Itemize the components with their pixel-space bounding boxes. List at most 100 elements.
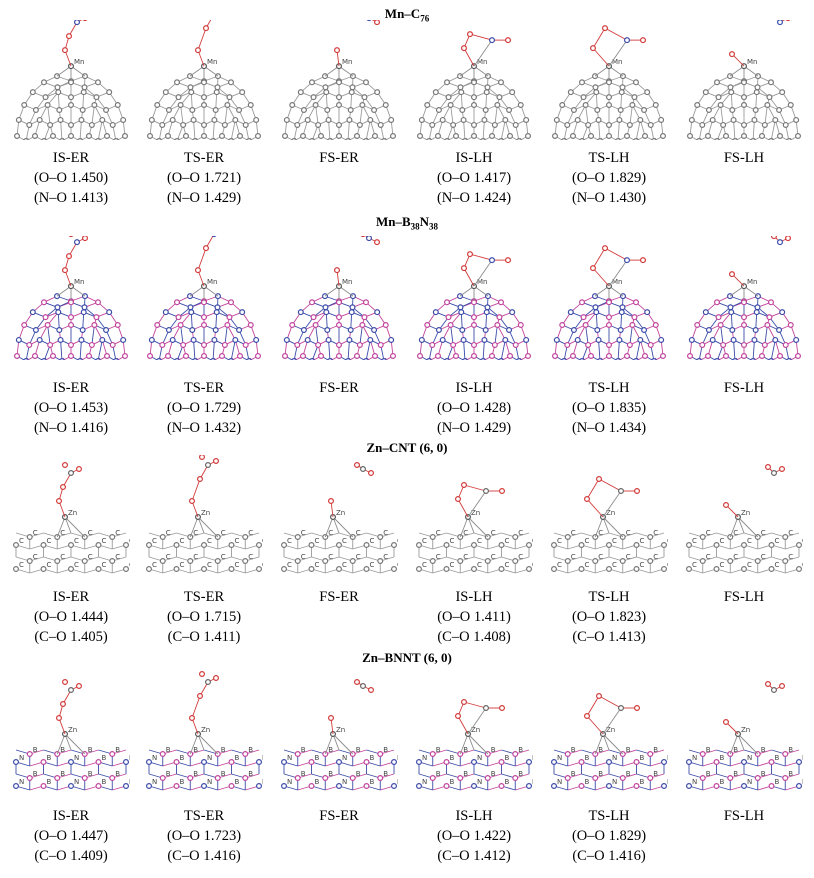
atom-label: N: [74, 754, 79, 762]
cage-atom: [41, 79, 48, 86]
cage-atom: [200, 94, 207, 101]
cage-atom: [629, 101, 636, 108]
cage-atom: [787, 321, 794, 328]
tube-atom: [159, 557, 166, 564]
atom-label: B: [47, 754, 52, 762]
adsorbate-center-atom: [623, 37, 630, 44]
atom-label: C: [129, 561, 130, 569]
cage-atom: [156, 358, 162, 360]
cage-atom: [32, 352, 39, 359]
tube-atom: [647, 750, 654, 757]
cage-atom: [114, 101, 121, 108]
cage-atom: [787, 101, 794, 108]
bond: [457, 715, 469, 735]
atom-label: C: [315, 537, 320, 545]
atom-label: B: [102, 754, 107, 762]
tube-atom: [498, 758, 505, 765]
tube-atom: [564, 750, 571, 757]
bond: [585, 104, 589, 126]
atom-label: C: [802, 537, 803, 545]
cage-atom: [322, 84, 329, 91]
cage-atom: [470, 352, 477, 359]
cage-atom: [506, 352, 513, 359]
atom-label: C: [60, 553, 65, 561]
bond-length-label: [679, 607, 809, 627]
cage-atom: [632, 79, 639, 86]
cage-atom: [705, 326, 712, 333]
atom-label: C: [370, 561, 375, 569]
atom-label: C: [450, 537, 455, 545]
bond: [467, 516, 489, 538]
row-title: Mn–C76: [384, 6, 430, 24]
cage-atom: [633, 358, 639, 360]
cage-atom: [570, 352, 577, 359]
cage-atom: [218, 352, 225, 359]
cage-atom: [715, 314, 722, 321]
tube-atom: [660, 782, 667, 789]
atom-label: Mn: [477, 278, 487, 286]
atom-label: C: [102, 537, 107, 545]
atom-label: C: [301, 553, 306, 561]
cage-atom: [175, 94, 182, 101]
tube-atom: [512, 533, 519, 540]
atom-label: Zn: [741, 726, 750, 734]
state-label: FS-ER: [319, 380, 359, 396]
panel-caption: TS-ER (O–O 1.729) (N–O 1.432): [139, 378, 269, 438]
cage-atom: [324, 106, 331, 113]
cage-atom: [595, 336, 602, 343]
cage-atom: [753, 89, 760, 96]
structure-image: Mn: [281, 236, 396, 360]
panel-caption: TS-LH (O–O 1.829) (C–O 1.416): [544, 806, 674, 866]
tube-atom: [633, 758, 640, 765]
cage-atom: [424, 101, 431, 108]
cage-atom: [786, 358, 792, 360]
oxygen-atom: [589, 265, 596, 272]
panel-caption: IS-ER (O–O 1.447) (C–O 1.409): [6, 806, 136, 866]
atom-label: C: [221, 553, 226, 561]
tube-atom: [95, 565, 102, 572]
bond: [56, 516, 66, 538]
panel-caption: IS-ER (O–O 1.453) (N–O 1.416): [6, 378, 136, 438]
cage-atom: [722, 352, 729, 359]
cage-atom: [377, 121, 384, 128]
cage-atom: [768, 358, 774, 360]
atom-label: Mn: [207, 278, 217, 286]
oxygen-atom: [202, 245, 209, 252]
cage-atom: [242, 121, 249, 128]
bond: [197, 733, 219, 755]
cage-atom: [579, 138, 585, 140]
atom-label: C: [19, 561, 24, 569]
oxygen-atom: [196, 476, 203, 483]
atom-label: Zn: [336, 726, 345, 734]
tube-atom: [173, 541, 180, 548]
cage-atom: [435, 352, 442, 359]
cage-atom: [180, 121, 187, 128]
cage-atom: [41, 138, 47, 140]
bond: [500, 339, 506, 360]
atom-label: B: [193, 746, 198, 754]
cage-atom: [429, 341, 436, 348]
atom-label: C: [74, 561, 79, 569]
cage-atom: [156, 138, 162, 140]
cage-atom: [579, 358, 585, 360]
atom-label: B: [115, 770, 120, 778]
cage-atom: [200, 321, 207, 328]
atom-label: C: [436, 553, 441, 561]
tube-atom: [740, 565, 747, 572]
atom-label: C: [422, 561, 427, 569]
tube-atom: [95, 758, 102, 765]
cage-atom: [212, 326, 219, 333]
tube-atom: [322, 774, 329, 781]
tube-atom: [308, 758, 315, 765]
bond: [598, 339, 601, 360]
bond: [459, 516, 469, 538]
cage-atom: [300, 326, 307, 333]
bond: [608, 259, 628, 287]
panel-caption: FS-ER: [274, 587, 404, 647]
atom-label: Zn: [471, 726, 480, 734]
cage-atom: [688, 336, 695, 343]
structure-image: Mn: [551, 25, 666, 140]
cage-atom: [91, 321, 98, 328]
bond: [324, 516, 334, 538]
tube-atom: [12, 758, 20, 765]
